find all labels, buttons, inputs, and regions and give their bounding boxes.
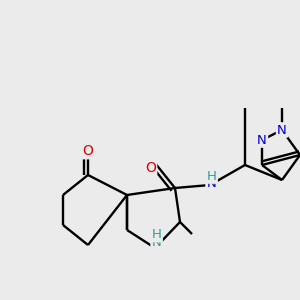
Text: N: N	[257, 134, 267, 146]
Text: N: N	[277, 124, 287, 136]
Text: N: N	[152, 236, 161, 248]
Text: O: O	[145, 160, 156, 175]
Text: H: H	[207, 169, 216, 182]
Text: N: N	[207, 177, 216, 190]
Text: O: O	[82, 144, 93, 158]
Text: H: H	[152, 228, 161, 241]
